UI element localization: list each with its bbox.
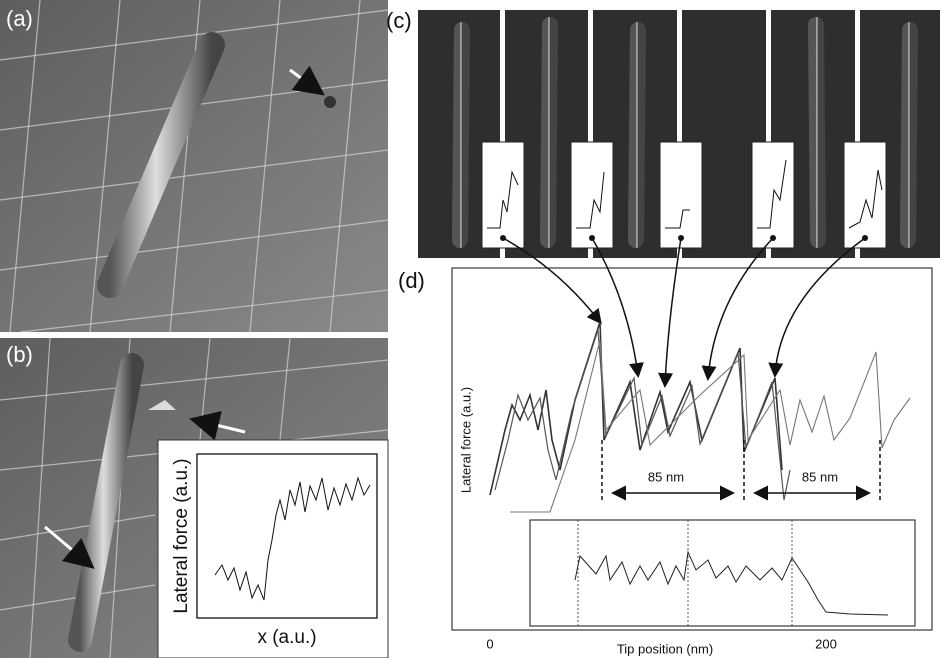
panel-b: Lateral force (a.u.) x (a.u.) (b) bbox=[0, 337, 389, 658]
inset-y-label: Lateral force (a.u.) bbox=[171, 458, 192, 613]
x-tick-label: 200 bbox=[815, 636, 837, 651]
annotation: 85 nm bbox=[802, 469, 838, 484]
y-axis-label: Lateral force (a.u.) bbox=[458, 387, 473, 493]
panel-label: (c) bbox=[386, 8, 412, 33]
panel-label: (d) bbox=[398, 268, 425, 293]
panel-label: (a) bbox=[6, 6, 33, 31]
panel-a: (a) bbox=[0, 0, 389, 333]
panel-d: 85 nm 85 nm Lateral force (a.u.) 0 200 T… bbox=[398, 237, 933, 656]
inset-x-label: x (a.u.) bbox=[257, 627, 316, 648]
x-tick-label: 0 bbox=[486, 636, 493, 651]
annotation: 85 nm bbox=[648, 469, 684, 484]
panel-label: (b) bbox=[6, 342, 33, 367]
x-axis-label: Tip position (nm) bbox=[617, 641, 713, 656]
panel-c: (c) bbox=[386, 8, 940, 258]
